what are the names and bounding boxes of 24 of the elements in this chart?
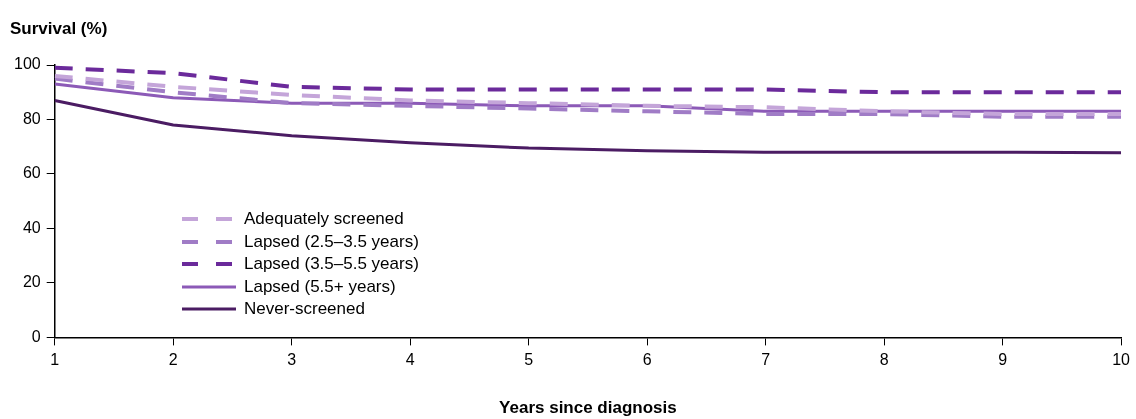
x-tick-label: 4 (405, 351, 415, 369)
legend-label: Lapsed (3.5–5.5 years) (244, 253, 419, 275)
y-tick-label: 80 (22, 109, 41, 127)
x-tick-label: 6 (642, 351, 652, 369)
y-tick-label: 100 (13, 55, 41, 73)
y-axis-title: Survival (%) (10, 19, 108, 38)
x-tick-label: 8 (879, 351, 889, 369)
x-tick-label: 3 (287, 351, 297, 369)
x-axis-title: Years since diagnosis (499, 398, 677, 418)
legend-label: Lapsed (5.5+ years) (244, 275, 396, 298)
legend-label: Lapsed (2.5–3.5 years) (244, 230, 419, 253)
x-tick-label: 7 (761, 351, 771, 369)
x-tick-label: 10 (1112, 351, 1131, 369)
legend-label: Never-screened (244, 298, 365, 320)
x-tick-label: 1 (50, 351, 60, 369)
x-tick-label: 2 (168, 351, 178, 369)
x-tick-label: 5 (524, 351, 534, 369)
y-tick-label: 20 (22, 273, 41, 291)
line-series (54, 65, 1122, 95)
legend-label: Adequately screened (244, 208, 404, 230)
y-tick-label: 40 (22, 218, 41, 236)
y-tick-label: 60 (22, 164, 41, 182)
x-tick-label: 9 (998, 351, 1008, 369)
y-tick-label: 0 (31, 327, 41, 345)
